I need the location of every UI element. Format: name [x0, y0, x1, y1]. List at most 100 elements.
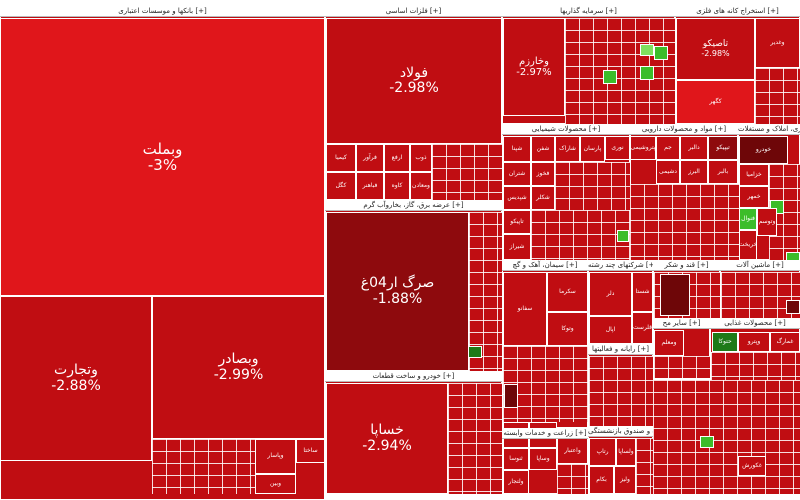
sector-header[interactable]: سرمایه گذاریها [+]: [502, 6, 675, 17]
stock-tile[interactable]: [786, 300, 800, 314]
stock-tile[interactable]: شیراز: [503, 234, 531, 260]
stock-tile[interactable]: پارسان: [580, 136, 605, 162]
stock-tile[interactable]: [603, 70, 617, 84]
stock-tile[interactable]: خساپا -2.94%: [326, 383, 448, 494]
stock-tile[interactable]: وساپا: [529, 448, 557, 470]
stock-tile[interactable]: دالبر: [680, 136, 708, 160]
sector-header[interactable]: فلزات اساسی [+]: [325, 6, 502, 17]
stock-tile[interactable]: ساختا: [296, 439, 325, 463]
stock-tile[interactable]: [617, 230, 629, 242]
stock-name: ذوب: [415, 153, 427, 161]
sector-header[interactable]: محصولات غذایی [+]: [710, 318, 800, 329]
sector-header[interactable]: قند و شکر [+]: [653, 260, 720, 271]
stock-tile[interactable]: شفن: [531, 136, 555, 162]
stock-tile[interactable]: دلر: [589, 272, 632, 316]
stock-tile[interactable]: ارفع: [384, 144, 410, 172]
stock-tile[interactable]: سفانو: [503, 272, 547, 346]
sector-header[interactable]: رایانه و فعالیتها [+]: [588, 344, 653, 355]
stock-tile[interactable]: قلرست: [632, 312, 653, 344]
stock-tile[interactable]: [640, 44, 654, 56]
stock-tile[interactable]: جم: [656, 136, 680, 160]
stock-tile[interactable]: رتاپ: [589, 438, 616, 466]
stock-tile[interactable]: البرز: [680, 160, 708, 184]
stock-tile[interactable]: شپدیس: [503, 186, 531, 210]
stock-tile[interactable]: تاپیکو: [503, 210, 531, 234]
stock-tile[interactable]: وبملت -3%: [0, 18, 325, 296]
stock-tile[interactable]: شاراک: [555, 136, 580, 162]
stock-tile[interactable]: خودرو: [739, 136, 788, 164]
stock-tile[interactable]: بکام: [589, 466, 614, 494]
sector-header[interactable]: انبوه سازی، املاک و مستغلات [+]: [738, 124, 800, 135]
stock-tile[interactable]: شپنا: [503, 136, 531, 162]
stock-tile[interactable]: اپال: [589, 316, 632, 344]
stock-tile[interactable]: تیپیکو: [708, 136, 738, 160]
stock-tile[interactable]: خمهر: [739, 186, 769, 208]
sector-header[interactable]: خودرو و ساخت قطعات [+]: [325, 371, 502, 382]
stock-tile[interactable]: غمارگ: [770, 332, 800, 352]
sector-header[interactable]: محصولات شیمیایی [+]: [502, 124, 630, 135]
stock-tile[interactable]: ومعلم: [654, 330, 684, 356]
stock-tile[interactable]: وپترو: [738, 332, 770, 352]
stock-tile[interactable]: سکرما: [547, 272, 588, 312]
stock-tile[interactable]: غکورش: [738, 456, 766, 476]
stock-tile[interactable]: پتروشیمی: [630, 136, 656, 160]
sector-header[interactable]: استخراج کانه های فلزی [+]: [675, 6, 800, 17]
sector-header[interactable]: زراعت و خدمات وابسته [+]: [502, 428, 588, 439]
stock-tile[interactable]: وتوکا: [547, 312, 588, 346]
stock-tile[interactable]: خزامیا: [739, 164, 769, 186]
sector-header[interactable]: ماشین آلات [+]: [720, 260, 800, 271]
stock-tile[interactable]: کگهر: [676, 80, 755, 124]
stock-tile[interactable]: وتجارت -2.88%: [0, 296, 152, 461]
small-stock-tiles: [630, 184, 739, 260]
stock-tile[interactable]: [700, 436, 714, 448]
stock-name: سکرما: [559, 287, 576, 295]
stock-tile[interactable]: شستا: [632, 272, 653, 312]
sector-header[interactable]: بانکها و موسسات اعتباری [+]: [0, 6, 325, 17]
sector-header[interactable]: عرضه برق، گاز، بخاروآب گرم [+]: [325, 200, 502, 211]
stock-tile[interactable]: واعتبار: [557, 438, 588, 464]
stock-tile[interactable]: فباهنر: [356, 172, 384, 200]
stock-tile[interactable]: [468, 346, 482, 358]
stock-tile[interactable]: نوری: [605, 136, 630, 160]
stock-tile[interactable]: ومعادن: [410, 172, 432, 200]
stock-name: ثنوسا: [509, 454, 523, 462]
sector-header[interactable]: سیمان، آهک و گچ [+]: [502, 260, 588, 271]
sector-header[interactable]: شرکتهای چند رشته [+]: [588, 260, 653, 271]
stock-tile[interactable]: [640, 66, 654, 80]
stock-tile[interactable]: تاصیکو -2.98%: [676, 18, 755, 80]
stock-tile[interactable]: کاوه: [384, 172, 410, 200]
sector-header[interactable]: مواد و محصولات دارویی [+]: [630, 124, 738, 135]
stock-tile[interactable]: شتران: [503, 162, 531, 186]
stock-tile[interactable]: وتوسم: [757, 208, 777, 236]
stock-tile[interactable]: ثنوسا: [503, 448, 529, 470]
stock-tile[interactable]: وپاسار: [255, 439, 296, 474]
stock-tile[interactable]: فرآور: [356, 144, 384, 172]
stock-tile[interactable]: وبصادر -2.99%: [152, 296, 325, 439]
sector-header[interactable]: بیمه و صندوق بازنشستگی [+]: [588, 426, 653, 437]
stock-tile[interactable]: فولاد -2.98%: [326, 18, 502, 144]
stock-tile[interactable]: حتوکا: [712, 332, 738, 352]
stock-tile[interactable]: ولیز: [614, 466, 636, 494]
stock-tile[interactable]: شکلر: [531, 186, 555, 210]
stock-tile[interactable]: فخوز: [531, 162, 555, 186]
stock-tile[interactable]: ولتجار: [503, 470, 529, 494]
stock-tile[interactable]: وخارزم -2.97%: [503, 18, 565, 116]
stock-tile[interactable]: خریخت: [739, 230, 757, 260]
stock-tile[interactable]: بالبر: [708, 160, 738, 184]
stock-tile[interactable]: صرگ ار04غ -1.88%: [326, 212, 469, 371]
stock-tile[interactable]: کگل: [326, 172, 356, 200]
stock-tile[interactable]: [504, 384, 518, 408]
stock-tile[interactable]: فنوال: [739, 208, 757, 230]
stock-tile[interactable]: ذوب: [410, 144, 432, 172]
stock-tile[interactable]: [660, 274, 690, 316]
stock-tile[interactable]: کیمیا: [326, 144, 356, 172]
stock-name: بکام: [596, 475, 607, 483]
stock-tile[interactable]: وغدیر: [755, 18, 800, 68]
stock-tile[interactable]: [654, 46, 668, 60]
small-stock-tiles: [636, 438, 653, 494]
stock-tile[interactable]: وبین: [255, 474, 296, 494]
sector-header[interactable]: سایر مح [+]: [653, 318, 710, 329]
small-stock-tiles: [653, 380, 800, 494]
stock-tile[interactable]: دشیمی: [656, 160, 680, 184]
stock-tile[interactable]: ولساپا: [616, 438, 636, 466]
